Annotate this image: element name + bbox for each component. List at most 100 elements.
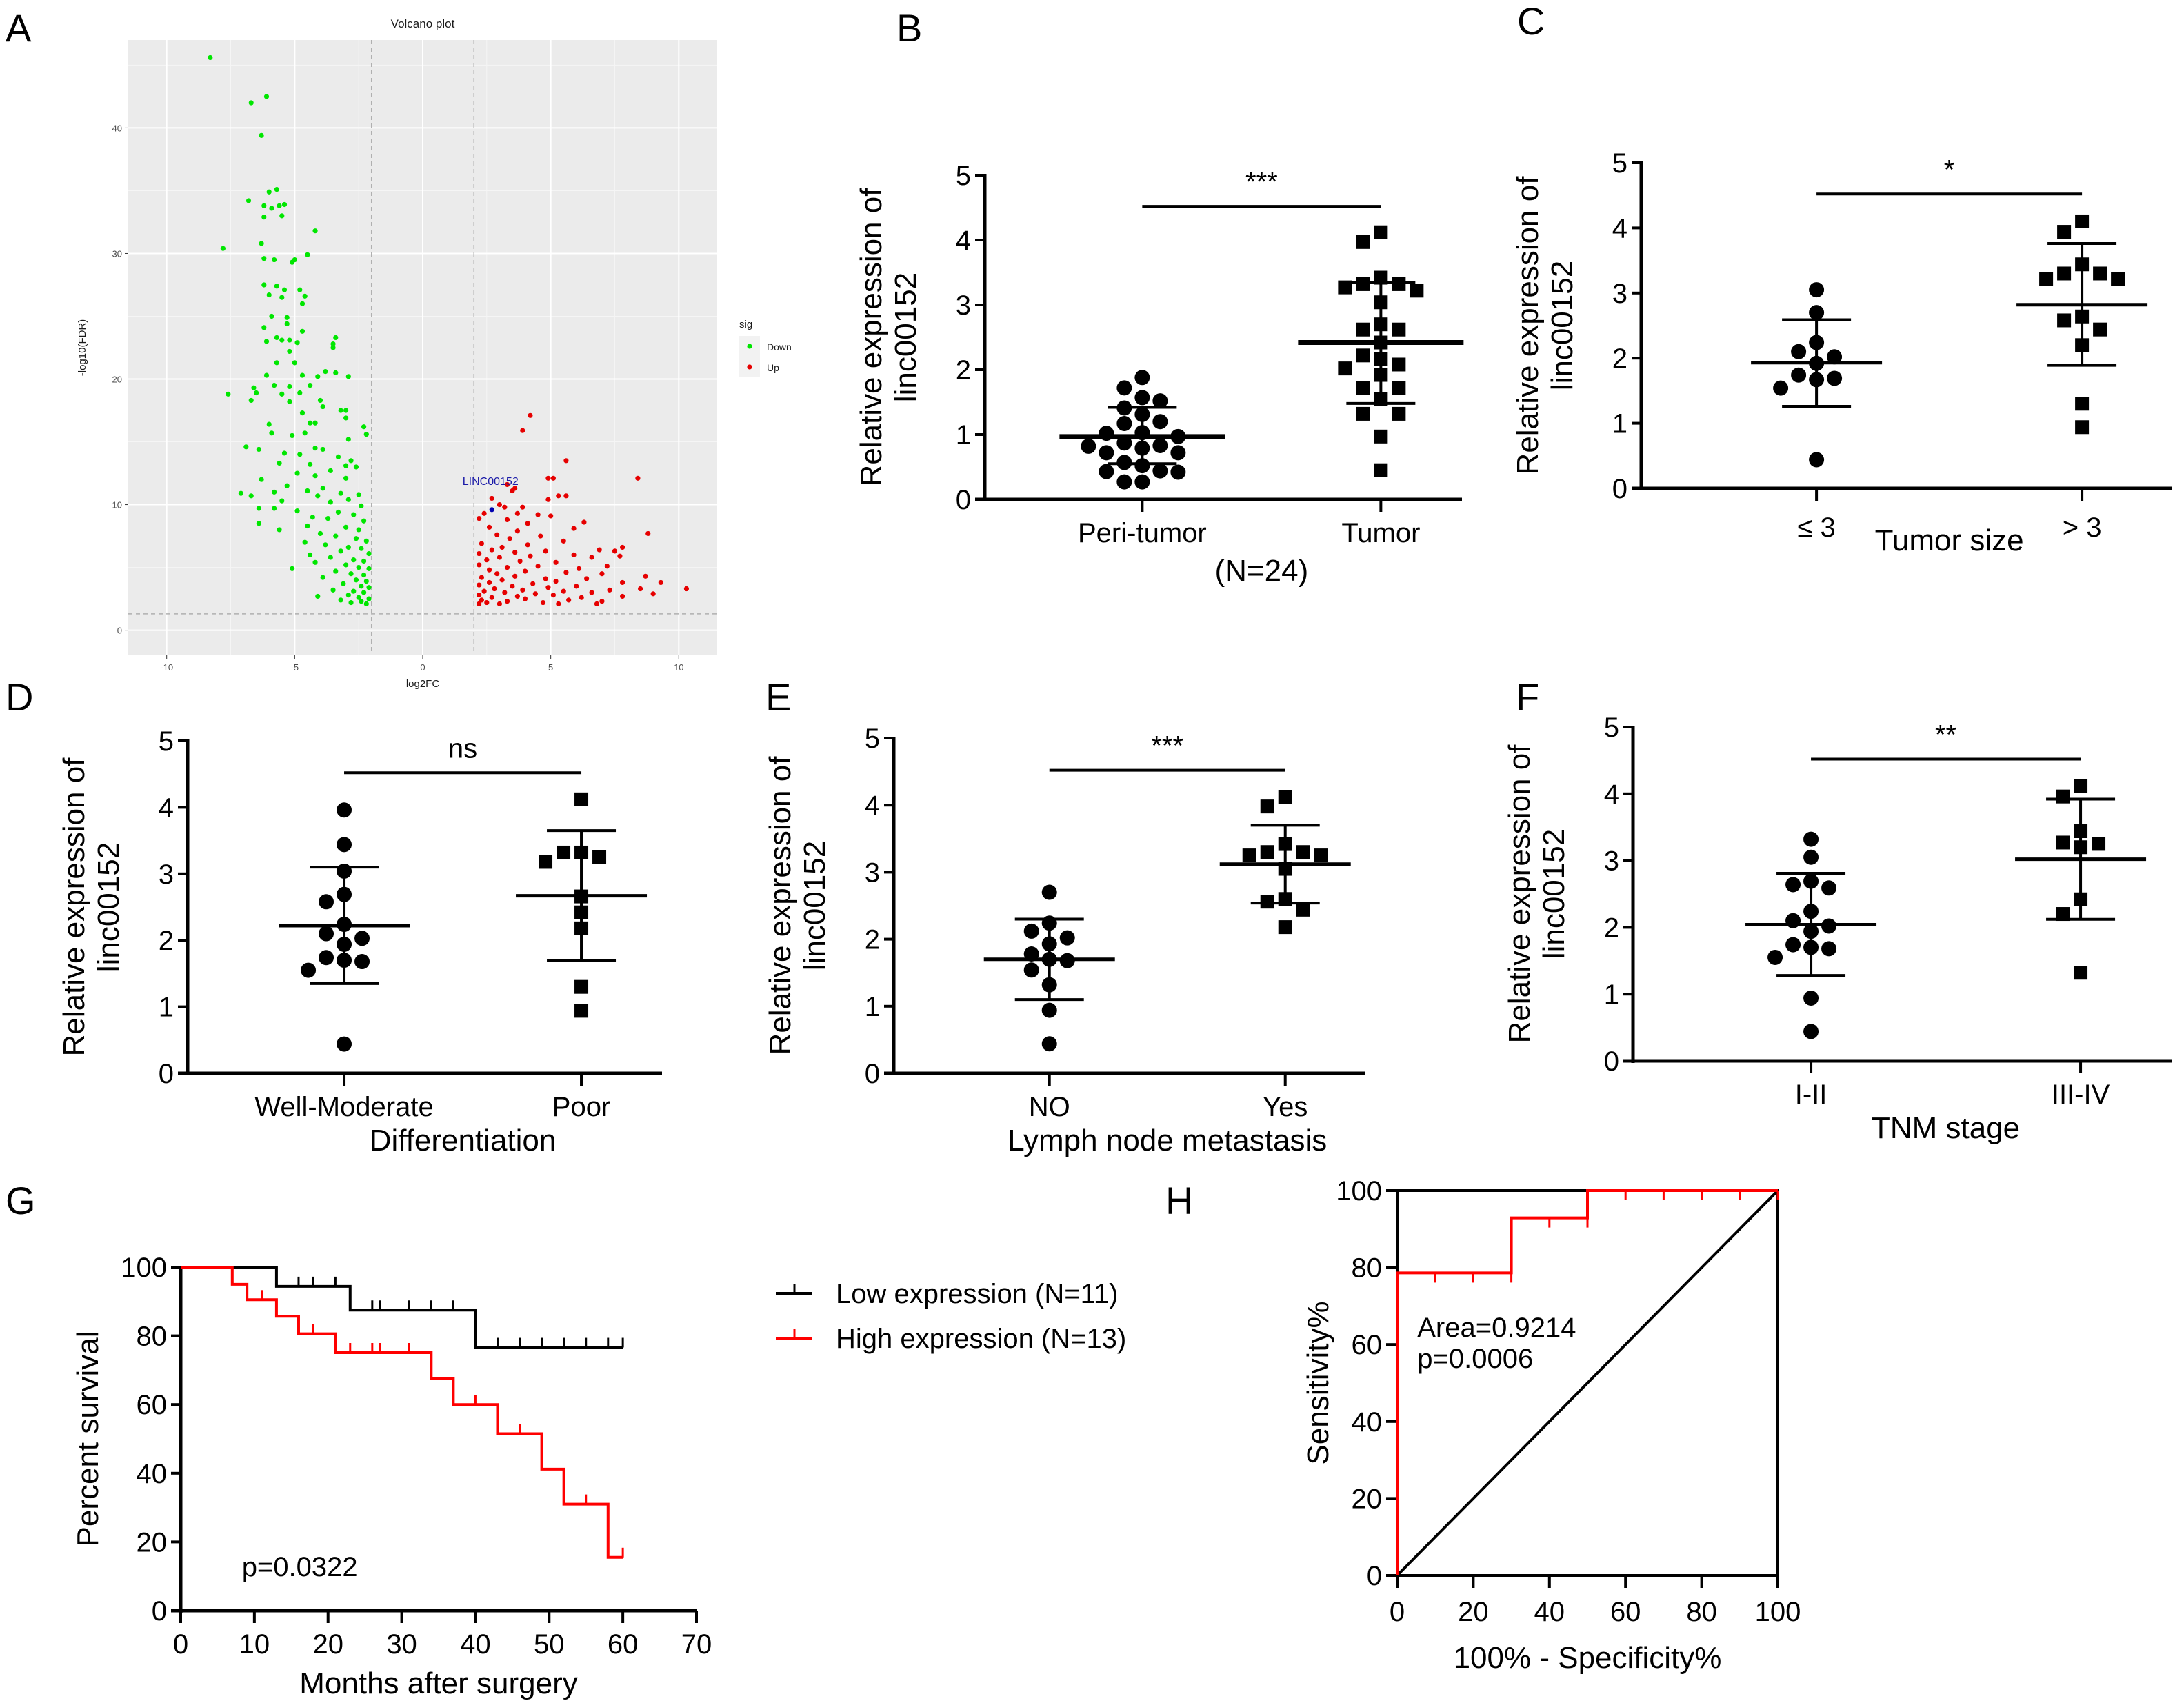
- x-tick-label: 0: [173, 1629, 188, 1660]
- data-point-up: [645, 530, 651, 537]
- data-point-down: [305, 523, 310, 529]
- y-tick-label: 2: [1612, 344, 1627, 374]
- y-axis-label: Percent survival: [71, 1331, 105, 1546]
- data-point-down: [343, 463, 349, 468]
- y-tick-label: 4: [159, 793, 174, 823]
- data-point: [319, 894, 334, 910]
- data-point-down: [361, 590, 367, 595]
- y-tick-label: 40: [1352, 1407, 1383, 1438]
- y-tick-label: 4: [1604, 779, 1619, 810]
- data-point: [1791, 344, 1807, 359]
- data-point: [1785, 877, 1801, 893]
- legend-label: Up: [767, 362, 779, 373]
- data-point-down: [335, 454, 341, 459]
- y-tick-label: 1: [865, 992, 880, 1022]
- data-point: [1116, 380, 1132, 396]
- data-point: [337, 802, 352, 818]
- data-point-up: [477, 515, 482, 521]
- x-tick-label: 30: [386, 1629, 417, 1660]
- data-point: [2039, 272, 2054, 286]
- y-axis-label: Relative expression of: [1511, 176, 1545, 475]
- data-point-up: [479, 575, 485, 580]
- data-point-down: [361, 518, 367, 524]
- data-point-up: [479, 597, 485, 603]
- legend-marker: [747, 364, 752, 370]
- data-point-up: [512, 573, 518, 579]
- data-point-up: [658, 579, 663, 586]
- category-label: > 3: [2063, 513, 2102, 543]
- data-point: [1767, 949, 1783, 965]
- data-point-up: [574, 584, 579, 589]
- data-point-up: [528, 412, 533, 418]
- data-point-down: [256, 446, 261, 452]
- data-point: [1803, 849, 1819, 865]
- data-point-up: [612, 548, 618, 554]
- data-point-down: [287, 399, 292, 404]
- data-point: [1296, 845, 1310, 859]
- annotation-label: LINC00152: [463, 476, 519, 488]
- data-point-down: [343, 562, 349, 568]
- data-point-up: [638, 586, 643, 592]
- y-tick-label: 2: [1604, 913, 1619, 943]
- panel-label-b: B: [896, 6, 922, 50]
- x-tick-label: 60: [608, 1629, 639, 1660]
- data-point: [1338, 280, 1352, 295]
- data-point-down: [302, 430, 308, 436]
- data-point-down: [251, 385, 257, 390]
- data-point: [1821, 941, 1837, 957]
- data-point: [1081, 438, 1096, 454]
- y-axis-label: Relative expression of: [57, 757, 91, 1057]
- data-point-down: [333, 533, 339, 539]
- y-tick-label: 0: [152, 1596, 167, 1627]
- data-point-down: [343, 475, 349, 481]
- data-point: [1338, 361, 1352, 376]
- data-point-down: [345, 544, 351, 550]
- data-point-down: [292, 257, 297, 263]
- x-tick-label: -10: [160, 662, 173, 673]
- data-point-down: [269, 313, 274, 319]
- data-point-down: [266, 421, 272, 427]
- data-point-up: [489, 547, 494, 553]
- data-point-up: [477, 601, 482, 606]
- p-value-annotation: p=0.0322: [242, 1552, 358, 1582]
- legend-label: Down: [767, 341, 792, 352]
- x-tick-label: -5: [291, 662, 299, 673]
- y-tick-label: 20: [112, 375, 122, 385]
- data-point-up: [525, 521, 530, 526]
- data-point: [1827, 349, 1843, 365]
- data-point-down: [294, 470, 300, 476]
- data-point-down: [366, 566, 372, 571]
- panel-label-g: G: [6, 1179, 36, 1222]
- data-point: [2074, 779, 2088, 793]
- data-point: [1785, 937, 1801, 953]
- data-point-up: [581, 519, 587, 525]
- data-point: [1356, 406, 1370, 421]
- data-point-up: [563, 493, 569, 499]
- data-point-up: [535, 564, 541, 569]
- data-point: [1296, 902, 1310, 917]
- data-point-down: [272, 489, 277, 495]
- data-point: [1374, 225, 1388, 239]
- data-point-down: [348, 458, 354, 464]
- data-point-down: [353, 536, 359, 541]
- data-point: [1392, 406, 1406, 421]
- data-point: [1356, 381, 1370, 395]
- y-tick-label: 3: [956, 290, 971, 321]
- data-point-up: [520, 504, 525, 510]
- data-point-down: [272, 506, 277, 511]
- data-point-up: [576, 566, 582, 571]
- data-point: [1410, 284, 1424, 298]
- data-point-down: [338, 408, 343, 413]
- y-tick-label: 0: [956, 485, 971, 515]
- y-axis-label: linc00152: [92, 842, 126, 972]
- data-point-up: [504, 564, 510, 570]
- data-point-down: [343, 524, 349, 530]
- data-point: [1134, 370, 1150, 386]
- data-point: [1809, 305, 1825, 321]
- data-point-up: [556, 493, 561, 499]
- category-label: Poor: [552, 1092, 611, 1122]
- data-point-up: [504, 599, 510, 604]
- data-point-up: [477, 593, 482, 598]
- y-axis-label: linc00152: [889, 272, 923, 402]
- data-point-down: [361, 572, 367, 578]
